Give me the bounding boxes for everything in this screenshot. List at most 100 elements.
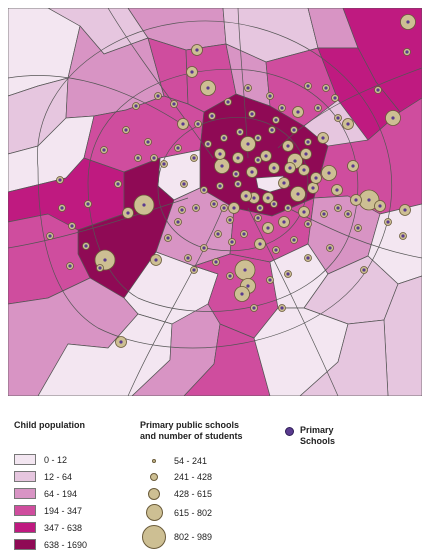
school-marker (320, 210, 328, 218)
legend-school-circle (145, 504, 163, 521)
primary-school-dot (210, 114, 214, 118)
primary-school-dot (286, 144, 290, 148)
primary-school-dot (218, 152, 222, 156)
school-marker (266, 92, 274, 100)
primary-school-dot (328, 246, 332, 250)
primary-school-dot (172, 102, 176, 106)
primary-school-dot (386, 220, 390, 224)
school-marker (272, 246, 280, 254)
primary-school-dot (270, 128, 274, 132)
legend-swatch (14, 471, 36, 482)
primary-school-dot (296, 192, 300, 196)
school-marker (292, 106, 304, 118)
primary-school-dot (266, 196, 270, 200)
school-marker (260, 150, 272, 162)
road-line (247, 207, 339, 396)
primary-school-dot (176, 146, 180, 150)
primary-school-dot (222, 206, 226, 210)
primary-school-dot (367, 198, 371, 202)
school-marker (100, 146, 108, 154)
school-marker (178, 206, 186, 214)
school-marker (133, 194, 155, 216)
primary-school-dot (346, 122, 350, 126)
school-marker (304, 254, 312, 262)
primary-school-dot (206, 142, 210, 146)
primary-school-dot (124, 128, 128, 132)
school-marker (246, 166, 258, 178)
legend-child-population-title: Child population (14, 420, 85, 430)
school-marker (236, 128, 244, 136)
primary-school-dot (220, 164, 224, 168)
legend-primary-schools: Primary Schools (285, 425, 335, 447)
primary-school-dot (236, 182, 240, 186)
primary-school-dot (250, 170, 254, 174)
school-marker (350, 194, 362, 206)
primary-school-dot (68, 264, 72, 268)
primary-school-dot (58, 178, 62, 182)
primary-school-dot (336, 206, 340, 210)
legend-school-label: 54 - 241 (174, 455, 208, 466)
road-line (8, 197, 189, 249)
primary-school-dot (311, 186, 315, 190)
primary-school-dot (103, 258, 107, 262)
primary-school-dot (401, 234, 405, 238)
school-marker (278, 304, 286, 312)
school-marker (114, 180, 122, 188)
road-line (37, 20, 393, 349)
primary-school-dot (48, 234, 52, 238)
school-marker (115, 336, 127, 348)
primary-school-dot (324, 86, 328, 90)
school-marker (220, 134, 228, 142)
primary-school-dot (403, 208, 407, 212)
school-marker (214, 230, 222, 238)
primary-school-dot (202, 246, 206, 250)
primary-school-dot (226, 100, 230, 104)
legend-school-circle (142, 524, 166, 549)
school-marker (194, 120, 202, 128)
primary-school-dot (264, 154, 268, 158)
school-marker (240, 190, 252, 202)
school-marker (174, 218, 182, 226)
school-marker (278, 177, 290, 189)
legend-school-circle (152, 458, 156, 463)
primary-school-dot (356, 226, 360, 230)
school-marker (270, 200, 278, 208)
school-marker (200, 244, 208, 252)
legend-school-circle (148, 487, 160, 500)
road-line (107, 8, 214, 159)
school-marker (310, 172, 322, 184)
primary-school-dot (152, 156, 156, 160)
school-marker (284, 162, 296, 174)
legend-schools-title-1: Primary public schools (140, 420, 240, 430)
school-marker (400, 14, 416, 30)
school-marker (334, 114, 342, 122)
school-marker (192, 204, 200, 212)
school-marker (58, 204, 66, 212)
legend-pop-class-1: 0 - 12 (14, 451, 87, 468)
primary-school-dot (351, 164, 355, 168)
primary-school-dot (119, 340, 123, 344)
school-marker (234, 286, 250, 302)
school-marker (144, 138, 152, 146)
primary-school-dot (258, 206, 262, 210)
primary-school-dot (391, 116, 395, 120)
primary-school-dot (378, 204, 382, 208)
legend-swatch (14, 505, 36, 516)
primary-school-dot (136, 156, 140, 160)
primary-school-dot (70, 224, 74, 228)
school-marker (96, 264, 104, 272)
primary-school-dot (280, 306, 284, 310)
legend-swatch (14, 488, 36, 499)
school-marker (254, 238, 266, 250)
primary-school-dot (362, 268, 366, 272)
legend-schools: Primary public schools and number of stu… (140, 420, 243, 550)
school-marker (290, 186, 306, 202)
primary-school-dot (256, 216, 260, 220)
school-marker (384, 218, 392, 226)
primary-school-dot (156, 94, 160, 98)
legend-primary-label-2: Schools (300, 436, 336, 446)
school-marker (191, 44, 203, 56)
primary-school-dot (142, 203, 146, 207)
school-marker (150, 254, 162, 266)
school-marker (200, 186, 208, 194)
